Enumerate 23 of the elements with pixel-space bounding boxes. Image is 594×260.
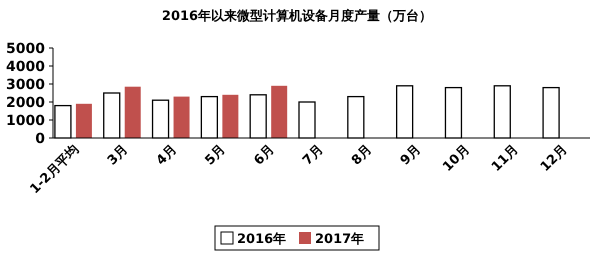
x-tick-label: 8月: [348, 142, 376, 168]
bar: [76, 104, 92, 138]
y-tick-label: 5000: [6, 41, 46, 57]
x-tick-label: 12月: [538, 142, 570, 175]
legend-label: 2017年: [315, 232, 364, 247]
x-tick-label: 11月: [489, 142, 522, 175]
x-tick-label: 6月: [251, 142, 278, 168]
x-tick-label: 5月: [202, 142, 229, 168]
x-tick-label: 4月: [154, 142, 180, 168]
bar: [174, 96, 190, 138]
x-tick-label: 10月: [440, 142, 473, 175]
bar: [124, 86, 141, 138]
bar: [271, 86, 288, 138]
x-tick-label: 3月: [104, 142, 132, 168]
y-tick-label: 1000: [6, 113, 46, 129]
legend-label: 2016年: [237, 232, 286, 247]
y-tick-label: 2000: [6, 95, 46, 111]
bar: [222, 94, 238, 138]
x-tick-label: 7月: [300, 142, 326, 168]
chart-title: 2016年以来微型计算机设备月度产量（万台）: [162, 8, 432, 24]
y-tick-label: 4000: [6, 59, 46, 75]
x-tick-label: 9月: [398, 142, 424, 168]
y-tick-label: 3000: [6, 77, 46, 93]
